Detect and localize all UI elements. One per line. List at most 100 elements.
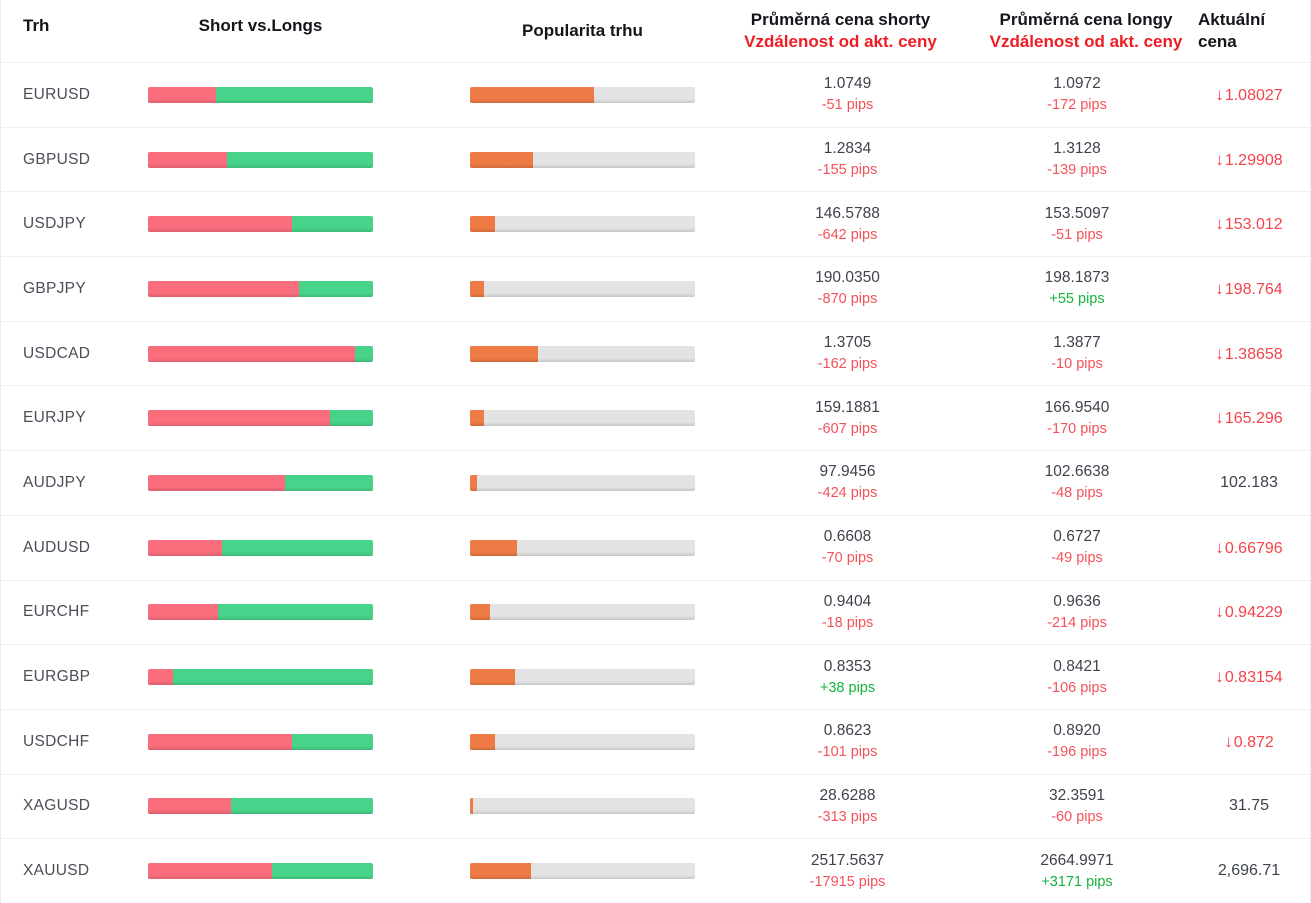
market-name: EURGBP	[23, 668, 91, 686]
short-segment	[148, 604, 218, 621]
table-row[interactable]: EURCHF 0.9404 -18 pips 0.9636 -214 pips ↓0.94…	[1, 579, 1310, 645]
sentiment-bar-cell	[148, 733, 373, 750]
long-segment	[222, 539, 373, 556]
current-price-cell: ↓198.764	[1186, 278, 1310, 299]
avg-short-cell: 28.6288 -313 pips	[695, 785, 986, 828]
sentiment-bar-cell	[148, 280, 373, 297]
table-row[interactable]: GBPUSD 1.2834 -155 pips 1.3128 -139 pips ↓1.2…	[1, 126, 1310, 192]
avg-short-price: 97.9456	[819, 463, 876, 481]
sentiment-bar-cell	[148, 86, 373, 103]
long-segment	[172, 669, 373, 686]
popularity-fill	[470, 345, 538, 362]
avg-long-cell: 153.5097 -51 pips	[986, 203, 1186, 246]
header-avg-long-subtitle: Vzdálenost od akt. ceny	[989, 32, 1183, 51]
avg-short-distance: +38 pips	[819, 679, 876, 696]
table-row[interactable]: USDJPY 146.5788 -642 pips 153.5097 -51 pips ↓…	[1, 191, 1310, 256]
table-row[interactable]: XAGUSD 28.6288 -313 pips 32.3591 -60 pips 31.…	[1, 773, 1310, 839]
avg-long-cell: 0.8421 -106 pips	[986, 656, 1186, 699]
table-row[interactable]: USDCAD 1.3705 -162 pips 1.3877 -10 pips ↓1.38…	[1, 320, 1310, 386]
table-row[interactable]: USDCHF 0.8623 -101 pips 0.8920 -196 pips ↓0.8…	[1, 708, 1310, 774]
current-price: ↓0.66796	[1215, 537, 1283, 557]
market-name: AUDJPY	[23, 473, 86, 491]
short-vs-long-bar	[148, 539, 373, 556]
popularity-bar-cell	[470, 539, 695, 556]
popularity-bar	[470, 604, 695, 621]
popularity-fill	[470, 669, 515, 686]
avg-long-distance: -139 pips	[1047, 162, 1107, 179]
table-row[interactable]: GBPJPY 190.0350 -870 pips 198.1873 +55 pips ↓…	[1, 256, 1310, 321]
avg-short-price: 1.0749	[823, 75, 872, 93]
popularity-fill	[470, 86, 594, 103]
avg-long-cell: 0.8920 -196 pips	[986, 720, 1186, 763]
long-segment	[285, 474, 373, 491]
sentiment-bar-cell	[148, 539, 373, 556]
table-row[interactable]: EURUSD 1.0749 -51 pips 1.0972 -172 pips ↓1.08…	[1, 62, 1310, 127]
popularity-bar-cell	[470, 604, 695, 621]
popularity-bar	[470, 216, 695, 233]
avg-long-price: 1.0972	[1053, 75, 1101, 93]
header-avg-short-title: Průměrná cena shorty	[750, 10, 931, 29]
avg-short-cell: 0.9404 -18 pips	[695, 591, 986, 634]
current-price-cell: ↓0.94229	[1186, 602, 1310, 622]
long-segment	[231, 798, 373, 815]
table-row[interactable]: EURJPY 159.1881 -607 pips 166.9540 -170 pips…	[1, 385, 1310, 450]
popularity-bar-cell	[470, 410, 695, 427]
market-name: GBPUSD	[23, 150, 91, 168]
avg-long-cell: 32.3591 -60 pips	[986, 785, 1186, 828]
long-segment	[298, 280, 373, 297]
avg-short-cell: 2517.5637 -17915 pips	[695, 850, 986, 893]
current-price: ↓0.83154	[1215, 667, 1283, 687]
market-name: USDCAD	[23, 344, 91, 362]
sentiment-bar-cell	[148, 345, 373, 362]
long-segment	[217, 604, 373, 621]
sentiment-bar-cell	[148, 798, 373, 815]
popularity-bar	[470, 151, 695, 168]
avg-long-distance: -10 pips	[1051, 356, 1103, 373]
current-price-cell: ↓1.38658	[1186, 344, 1310, 364]
popularity-bar	[470, 733, 695, 750]
avg-long-cell: 1.3877 -10 pips	[986, 332, 1186, 375]
avg-short-distance: -162 pips	[817, 356, 878, 373]
popularity-bar-cell	[470, 216, 695, 233]
popularity-bar	[470, 539, 695, 556]
short-vs-long-bar	[148, 863, 373, 880]
popularity-bar-cell	[470, 733, 695, 750]
current-price-cell: ↓0.872	[1186, 731, 1310, 752]
avg-long-cell: 102.6638 -48 pips	[986, 461, 1186, 504]
avg-long-price: 153.5097	[1044, 204, 1110, 222]
table-row[interactable]: EURGBP 0.8353 +38 pips 0.8421 -106 pips ↓0.83…	[1, 644, 1310, 709]
avg-long-price: 32.3591	[1048, 786, 1106, 804]
current-price-cell: 2,696.71	[1186, 862, 1310, 880]
short-vs-long-bar	[148, 410, 373, 427]
avg-long-price: 1.3128	[1053, 140, 1101, 158]
sentiment-bar-cell	[148, 151, 373, 168]
avg-long-price: 2664.9971	[1040, 851, 1114, 869]
current-price: ↓1.29908	[1215, 149, 1283, 169]
current-price: ↓0.872	[1224, 731, 1274, 751]
short-segment	[148, 86, 216, 103]
header-avg-long-price: Průměrná cena longy Vzdálenost od akt. c…	[986, 0, 1186, 62]
short-segment	[148, 216, 292, 233]
avg-short-price: 190.0350	[815, 269, 880, 287]
arrow-down-icon: ↓	[1215, 537, 1224, 557]
table-row[interactable]: AUDJPY 97.9456 -424 pips 102.6638 -48 pips 10…	[1, 450, 1310, 515]
header-current-line2: cena	[1198, 32, 1237, 51]
current-price: ↓198.764	[1215, 278, 1283, 298]
short-segment	[148, 733, 292, 750]
market-name: EURUSD	[23, 85, 91, 103]
popularity-bar	[470, 86, 695, 103]
popularity-fill	[470, 798, 474, 815]
avg-long-distance: -172 pips	[1047, 97, 1107, 114]
current-price-cell: ↓0.66796	[1186, 537, 1310, 558]
avg-long-distance: +3171 pips	[1041, 873, 1113, 890]
table-row[interactable]: XAUUSD 2517.5637 -17915 pips 2664.9971 +3171…	[1, 838, 1310, 903]
popularity-bar	[470, 863, 695, 880]
sentiment-bar-cell	[148, 474, 373, 491]
long-segment	[292, 733, 373, 750]
popularity-bar-cell	[470, 345, 695, 362]
sentiment-bar-cell	[148, 604, 373, 621]
table-row[interactable]: AUDUSD 0.6608 -70 pips 0.6727 -49 pips ↓0.667…	[1, 514, 1310, 580]
market-name: USDCHF	[23, 732, 90, 750]
avg-short-cell: 0.8623 -101 pips	[695, 720, 986, 763]
popularity-bar-cell	[470, 863, 695, 880]
